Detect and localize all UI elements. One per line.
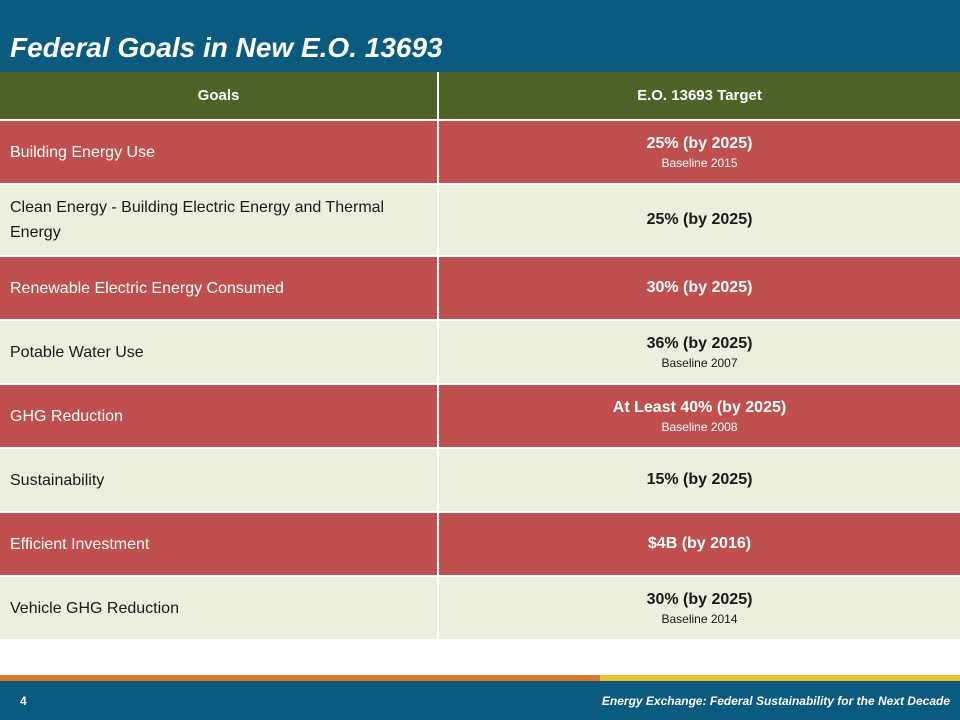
goal-cell: Renewable Electric Energy Consumed	[0, 256, 439, 321]
target-cell: 36% (by 2025) Baseline 2007	[438, 320, 960, 385]
target-value: $4B (by 2016)	[647, 535, 752, 552]
slide-footer: 4 Energy Exchange: Federal Sustainabilit…	[0, 681, 960, 720]
goal-cell: Potable Water Use	[0, 320, 439, 385]
target-baseline: Baseline 2007	[661, 356, 738, 370]
footer-caption: Energy Exchange: Federal Sustainability …	[601, 694, 950, 708]
page-number: 4	[20, 694, 27, 708]
target-value: 25% (by 2025)	[646, 135, 753, 152]
target-baseline: Baseline 2014	[661, 612, 738, 626]
goal-cell: Building Energy Use	[0, 120, 439, 185]
target-cell: $4B (by 2016)	[438, 512, 960, 577]
table-row: Building Energy Use 25% (by 2025) Baseli…	[0, 120, 960, 185]
target-cell: 25% (by 2025)	[438, 184, 960, 257]
goal-cell: Clean Energy - Building Electric Energy …	[0, 184, 439, 257]
target-value: At Least 40% (by 2025)	[612, 399, 787, 416]
target-cell: At Least 40% (by 2025) Baseline 2008	[438, 384, 960, 449]
table-row: Efficient Investment $4B (by 2016)	[0, 512, 960, 577]
target-cell: 15% (by 2025)	[438, 448, 960, 513]
table-row: GHG Reduction At Least 40% (by 2025) Bas…	[0, 384, 960, 449]
table-row: Vehicle GHG Reduction 30% (by 2025) Base…	[0, 576, 960, 641]
footer-accent-yellow	[600, 675, 960, 681]
column-header-target: E.O. 13693 Target	[438, 72, 960, 121]
target-value: 15% (by 2025)	[646, 471, 753, 488]
target-cell: 30% (by 2025)	[438, 256, 960, 321]
target-value: 36% (by 2025)	[646, 335, 753, 352]
slide-header: Federal Goals in New E.O. 13693	[0, 0, 960, 72]
goals-table: Goals E.O. 13693 Target Building Energy …	[0, 72, 960, 641]
table-row: Renewable Electric Energy Consumed 30% (…	[0, 256, 960, 321]
goal-cell: Efficient Investment	[0, 512, 439, 577]
column-header-goals: Goals	[0, 72, 439, 121]
target-baseline: Baseline 2015	[661, 156, 738, 170]
goal-cell: GHG Reduction	[0, 384, 439, 449]
target-value: 30% (by 2025)	[646, 279, 753, 296]
footer-accent-orange	[0, 675, 600, 681]
goal-cell: Vehicle GHG Reduction	[0, 576, 439, 641]
slide-title: Federal Goals in New E.O. 13693	[10, 32, 443, 63]
target-cell: 30% (by 2025) Baseline 2014	[438, 576, 960, 641]
target-cell: 25% (by 2025) Baseline 2015	[438, 120, 960, 185]
target-value: 25% (by 2025)	[646, 211, 753, 228]
target-value: 30% (by 2025)	[646, 591, 753, 608]
table-header-row: Goals E.O. 13693 Target	[0, 72, 960, 121]
table-row: Clean Energy - Building Electric Energy …	[0, 184, 960, 257]
goal-cell: Sustainability	[0, 448, 439, 513]
table-row: Potable Water Use 36% (by 2025) Baseline…	[0, 320, 960, 385]
target-baseline: Baseline 2008	[661, 420, 738, 434]
table-row: Sustainability 15% (by 2025)	[0, 448, 960, 513]
